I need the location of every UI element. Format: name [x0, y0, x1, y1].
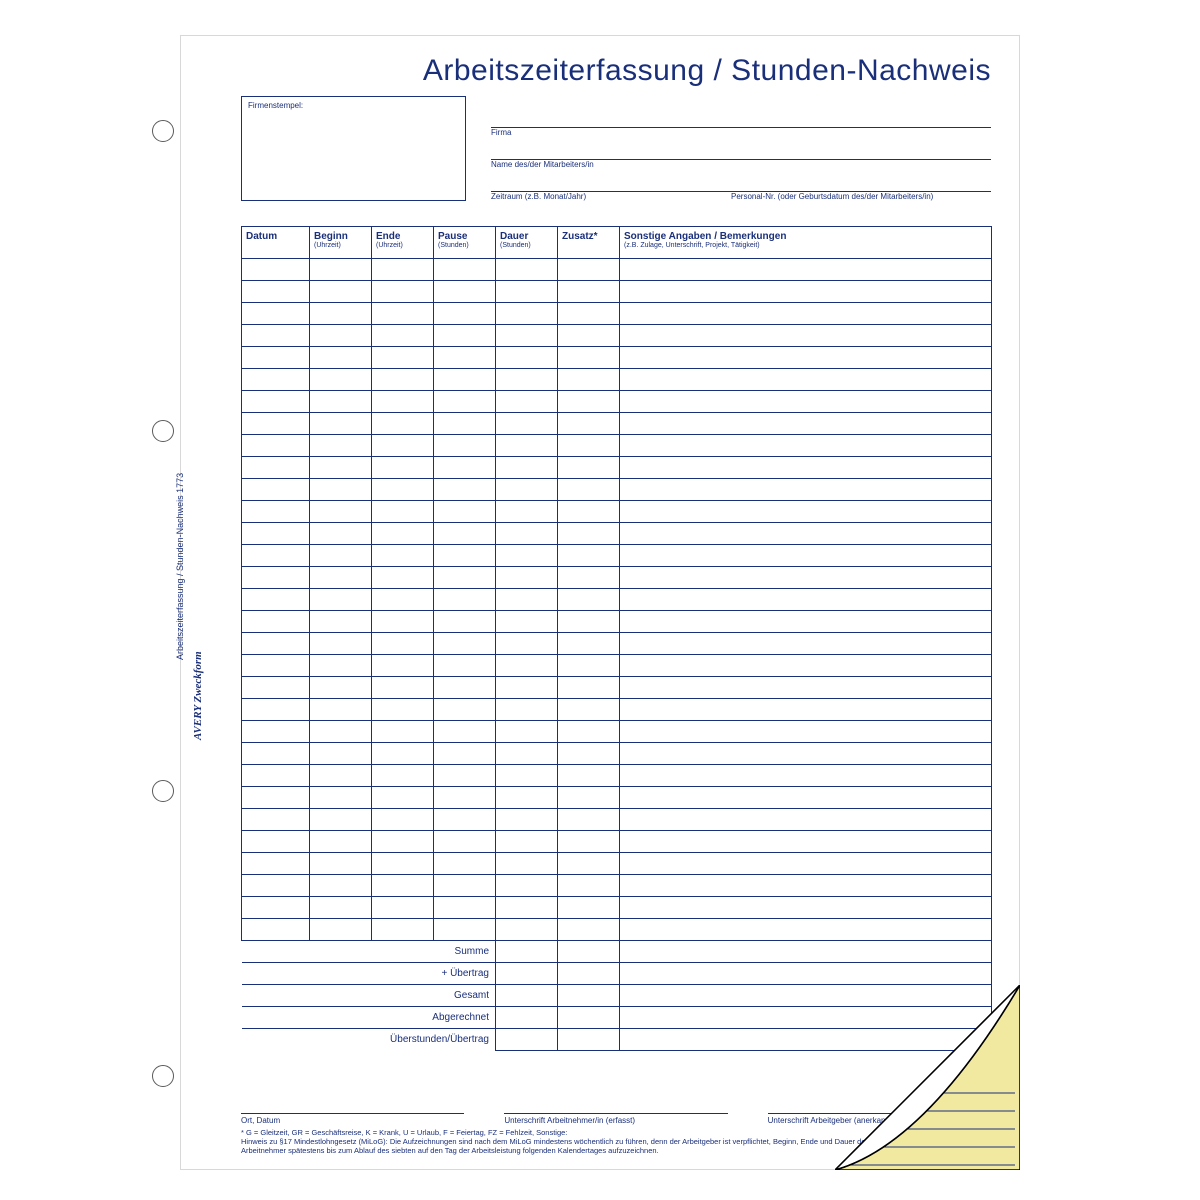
side-product-text: Arbeitszeiterfassung / Stunden-Nachweis …: [175, 473, 185, 660]
stamp-label: Firmenstempel:: [248, 101, 303, 110]
table-row[interactable]: [242, 259, 992, 281]
table-row[interactable]: [242, 413, 992, 435]
form-title: Arbeitszeiterfassung / Stunden-Nachweis: [423, 54, 991, 88]
table-row[interactable]: [242, 655, 992, 677]
punch-hole: [152, 1065, 174, 1087]
table-row[interactable]: [242, 589, 992, 611]
summary-row: Summe: [242, 941, 992, 963]
footnote-hint: Hinweis zu §17 Mindestlohngesetz (MiLoG)…: [241, 1137, 991, 1155]
summary-row: Überstunden/Übertrag: [242, 1029, 992, 1051]
timesheet-table: DatumBeginn(Uhrzeit)Ende(Uhrzeit)Pause(S…: [241, 226, 992, 1051]
punch-hole: [152, 120, 174, 142]
side-brand-text: AVERY Zweckform: [192, 651, 204, 740]
header-fields: Firma Name des/der Mitarbeiters/in Zeitr…: [491, 96, 991, 192]
table-row[interactable]: [242, 567, 992, 589]
field-firma[interactable]: Firma: [491, 96, 991, 128]
table-row[interactable]: [242, 545, 992, 567]
table-row[interactable]: [242, 457, 992, 479]
summary-row: + Übertrag: [242, 963, 992, 985]
summary-label: Überstunden/Übertrag: [242, 1029, 496, 1051]
sig-ort-datum[interactable]: Ort, Datum: [241, 1113, 464, 1125]
col-header: Beginn(Uhrzeit): [310, 227, 372, 259]
summary-label: Gesamt: [242, 985, 496, 1007]
col-header: Sonstige Angaben / Bemerkungen(z.B. Zula…: [620, 227, 992, 259]
summary-label: + Übertrag: [242, 963, 496, 985]
summary-row: Abgerechnet: [242, 1007, 992, 1029]
signature-row: Ort, Datum Unterschrift Arbeitnehmer/in …: [241, 1113, 991, 1125]
punch-hole: [152, 780, 174, 802]
table-row[interactable]: [242, 347, 992, 369]
table-row[interactable]: [242, 699, 992, 721]
table-row[interactable]: [242, 787, 992, 809]
summary-label: Abgerechnet: [242, 1007, 496, 1029]
table-row[interactable]: [242, 633, 992, 655]
table-row[interactable]: [242, 677, 992, 699]
timesheet-table-wrap: DatumBeginn(Uhrzeit)Ende(Uhrzeit)Pause(S…: [241, 226, 991, 1051]
table-row[interactable]: [242, 391, 992, 413]
summary-label: Summe: [242, 941, 496, 963]
table-row[interactable]: [242, 281, 992, 303]
table-row[interactable]: [242, 435, 992, 457]
sig-arbeitgeber[interactable]: Unterschrift Arbeitgeber (anerkannt): [768, 1113, 991, 1125]
footnote-legend: * G = Gleitzeit, GR = Geschäftsreise, K …: [241, 1128, 991, 1137]
field-zeitraum-personalnr[interactable]: Zeitraum (z.B. Monat/Jahr) Personal-Nr. …: [491, 160, 991, 192]
table-row[interactable]: [242, 831, 992, 853]
punch-hole: [152, 420, 174, 442]
table-row[interactable]: [242, 809, 992, 831]
col-header: Datum: [242, 227, 310, 259]
company-stamp-box[interactable]: Firmenstempel:: [241, 96, 466, 201]
table-row[interactable]: [242, 325, 992, 347]
table-row[interactable]: [242, 479, 992, 501]
table-row[interactable]: [242, 853, 992, 875]
col-header: Pause(Stunden): [434, 227, 496, 259]
col-header: Ende(Uhrzeit): [372, 227, 434, 259]
table-row[interactable]: [242, 743, 992, 765]
table-row[interactable]: [242, 897, 992, 919]
col-header: Dauer(Stunden): [496, 227, 558, 259]
table-row[interactable]: [242, 369, 992, 391]
table-row[interactable]: [242, 303, 992, 325]
table-row[interactable]: [242, 501, 992, 523]
form-page: Arbeitszeiterfassung / Stunden-Nachweis …: [180, 35, 1020, 1170]
summary-row: Gesamt: [242, 985, 992, 1007]
sig-arbeitnehmer[interactable]: Unterschrift Arbeitnehmer/in (erfasst): [504, 1113, 727, 1125]
col-header: Zusatz*: [558, 227, 620, 259]
footnote: * G = Gleitzeit, GR = Geschäftsreise, K …: [241, 1128, 991, 1155]
field-name[interactable]: Name des/der Mitarbeiters/in: [491, 128, 991, 160]
table-row[interactable]: [242, 919, 992, 941]
table-row[interactable]: [242, 523, 992, 545]
table-header-row: DatumBeginn(Uhrzeit)Ende(Uhrzeit)Pause(S…: [242, 227, 992, 259]
table-row[interactable]: [242, 765, 992, 787]
table-row[interactable]: [242, 875, 992, 897]
table-row[interactable]: [242, 721, 992, 743]
table-row[interactable]: [242, 611, 992, 633]
